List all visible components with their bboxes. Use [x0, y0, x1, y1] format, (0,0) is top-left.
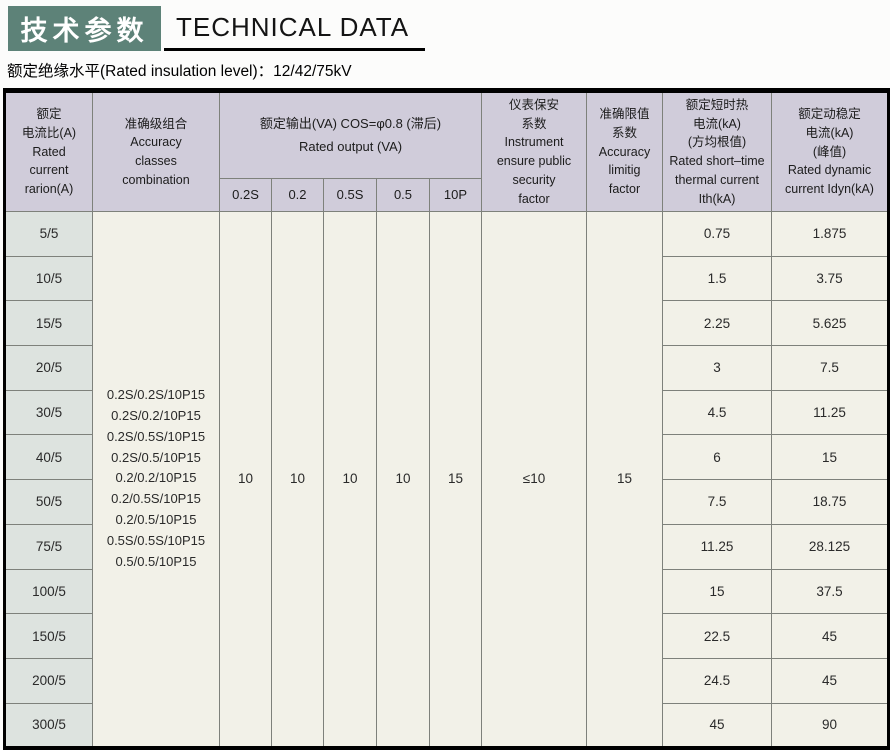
col-header-accuracy-limit-factor: 准确限值 系数 Accuracy limitig factor [586, 90, 663, 212]
col-header-accuracy-classes: 准确级组合 Accuracy classes combination [92, 90, 220, 212]
output-value-cell: 15 [429, 210, 482, 749]
dynamic-current-cell: 5.625 [771, 300, 889, 347]
header-row-main: 额定 电流比(A) Rated current rarion(A) 准确级组合 … [4, 90, 889, 212]
dynamic-current-cell: 7.5 [771, 345, 889, 391]
output-value-cell: 10 [323, 210, 377, 749]
dynamic-current-cell: 37.5 [771, 568, 889, 615]
col-header-instrument-security-factor: 仪表保安 系数 Instrument ensure public securit… [481, 90, 587, 212]
dynamic-current-cell: 11.25 [771, 389, 889, 436]
dynamic-current-cell: 1.875 [771, 211, 889, 257]
col-header-rated-current-ratio: 额定 电流比(A) Rated current rarion(A) [4, 90, 93, 212]
section-title-en: TECHNICAL DATA [176, 11, 410, 42]
header-row-output-classes: 0.2S 0.2 0.5S 0.5 10P [5, 178, 889, 212]
accuracy-limit-cell: 15 [586, 210, 663, 749]
table-row: 15/5 2.25 5.625 [4, 300, 889, 347]
output-class-header: 10P [429, 178, 482, 212]
rated-insulation-level-text: 额定绝缘水平(Rated insulation level)：12/42/75k… [7, 63, 352, 80]
dynamic-current-cell: 18.75 [771, 479, 889, 525]
table-row: 50/5 7.5 18.75 [4, 479, 889, 525]
table-row: 150/5 22.5 45 [4, 613, 889, 659]
output-value-cell: 10 [219, 210, 272, 749]
col-header-dynamic-current: 额定动稳定 电流(kA) (峰值) Rated dynamic current … [771, 90, 889, 212]
table-row: 5/5 0.2S/0.2S/10P15 0.2S/0.2/10P15 0.2S/… [4, 210, 889, 749]
output-class-header: 0.5 [376, 178, 430, 212]
rated-current-ratio-cell: 150/5 [4, 613, 93, 659]
col-header-short-time-thermal-current: 额定短时热 电流(kA) (方均根值) Rated short–time the… [662, 90, 772, 212]
thermal-current-cell: 15 [662, 568, 772, 615]
table-row: 30/5 4.5 11.25 [4, 389, 889, 436]
output-value-cell: 10 [376, 210, 430, 749]
rated-current-ratio-cell: 15/5 [4, 300, 93, 347]
dynamic-current-cell: 28.125 [771, 523, 889, 570]
technical-data-table: 额定 电流比(A) Rated current rarion(A) 准确级组合 … [3, 88, 890, 750]
dynamic-current-cell: 15 [771, 434, 889, 481]
rated-current-ratio-cell: 75/5 [4, 523, 93, 570]
thermal-current-cell: 1.5 [662, 255, 772, 302]
thermal-current-cell: 3 [662, 345, 772, 391]
thermal-current-cell: 11.25 [662, 523, 772, 570]
rated-current-ratio-cell: 200/5 [4, 657, 93, 704]
section-title-badge: 技术参数 [8, 6, 161, 51]
rated-current-ratio-cell: 40/5 [4, 434, 93, 481]
section-title-row: 技术参数 TECHNICAL DATA [8, 6, 890, 51]
table-row: 75/5 11.25 28.125 [4, 523, 889, 570]
thermal-current-cell: 2.25 [662, 300, 772, 347]
rated-current-ratio-cell: 5/5 [4, 211, 93, 257]
output-class-header: 0.2 [271, 178, 324, 212]
table-body: 5/5 0.2S/0.2S/10P15 0.2S/0.2/10P15 0.2S/… [4, 210, 889, 749]
col-header-rated-output-group: 额定输出(VA) COS=φ0.8 (滞后) Rated output (VA) [219, 90, 482, 179]
dynamic-current-cell: 45 [771, 613, 889, 659]
rated-current-ratio-cell: 20/5 [4, 345, 93, 391]
accuracy-combinations-cell: 0.2S/0.2S/10P15 0.2S/0.2/10P15 0.2S/0.5S… [92, 210, 220, 749]
thermal-current-cell: 24.5 [662, 657, 772, 704]
thermal-current-cell: 6 [662, 434, 772, 481]
thermal-current-cell: 7.5 [662, 479, 772, 525]
rated-current-ratio-cell: 30/5 [4, 389, 93, 436]
thermal-current-cell: 0.75 [662, 211, 772, 257]
rated-current-ratio-cell: 300/5 [4, 702, 93, 749]
output-class-header: 0.5S [323, 178, 377, 212]
table-row: 10/5 1.5 3.75 [4, 255, 889, 302]
thermal-current-cell: 22.5 [662, 613, 772, 659]
instrument-security-cell: ≤10 [481, 210, 587, 749]
rated-current-ratio-cell: 100/5 [4, 568, 93, 615]
output-value-cell: 10 [271, 210, 324, 749]
thermal-current-cell: 45 [662, 702, 772, 749]
table-row: 300/5 45 90 [4, 702, 889, 749]
dynamic-current-cell: 3.75 [771, 255, 889, 302]
table-header: 额定 电流比(A) Rated current rarion(A) 准确级组合 … [4, 90, 889, 212]
rated-current-ratio-cell: 10/5 [4, 255, 93, 302]
output-class-header: 0.2S [219, 178, 272, 212]
rated-current-ratio-cell: 50/5 [4, 479, 93, 525]
dynamic-current-cell: 45 [771, 657, 889, 704]
table-row: 200/5 24.5 45 [4, 657, 889, 704]
thermal-current-cell: 4.5 [662, 389, 772, 436]
table-row: 40/5 6 15 [4, 434, 889, 481]
section-title-underline: TECHNICAL DATA [164, 6, 426, 51]
dynamic-current-cell: 90 [771, 702, 889, 749]
